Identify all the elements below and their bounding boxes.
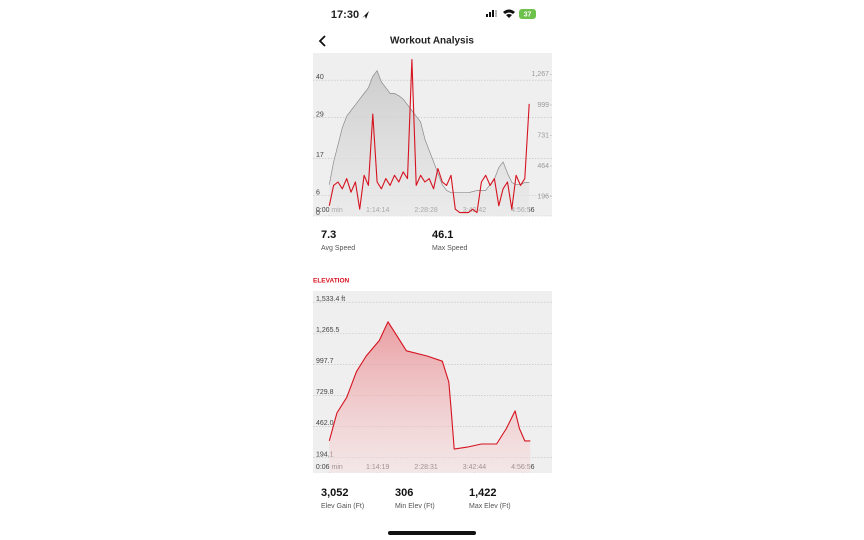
- stat-value: 306: [395, 487, 413, 499]
- line: [328, 70, 530, 194]
- y-tick-label: 0: [316, 210, 320, 217]
- battery-level: 37: [524, 11, 532, 18]
- y-tick-label: 29: [316, 111, 324, 118]
- signal-icon: [486, 10, 497, 17]
- stat-value: 3,052: [321, 487, 349, 499]
- y-tick-label: 17: [316, 152, 324, 159]
- y2-tick-label: 999: [537, 102, 549, 109]
- line: [328, 321, 531, 450]
- stat-value: 46.1: [432, 229, 453, 241]
- stat-value: 7.3: [321, 229, 336, 241]
- area: [329, 321, 531, 473]
- y-tick-label: 194.1: [316, 451, 334, 458]
- page-title: Workout Analysis: [390, 36, 474, 47]
- stat-value: 1,422: [469, 487, 497, 499]
- y-tick-label: 40: [316, 74, 324, 81]
- location-icon: [362, 11, 369, 19]
- y2-tick-label: 1,267: [531, 71, 549, 78]
- stat-label: Elev Gain (Ft): [321, 503, 364, 510]
- y-tick-label: 1,533.4 ft: [316, 296, 345, 303]
- elevation-title: ELEVATION: [313, 278, 350, 285]
- y-tick-label: 729.8: [316, 389, 334, 396]
- wifi-icon: [503, 9, 515, 18]
- y2-tick-label: 464: [537, 163, 549, 170]
- back-button[interactable]: [318, 35, 326, 47]
- stat-label: Max Speed: [432, 245, 468, 252]
- line: [328, 58, 530, 214]
- y-tick-label: 6: [316, 189, 320, 196]
- home-indicator: [388, 531, 476, 535]
- area: [329, 70, 530, 216]
- y-tick-label: 997.7: [316, 358, 334, 365]
- y-tick-label: 462.0: [316, 420, 334, 427]
- y2-tick-label: 196: [537, 193, 549, 200]
- y2-tick-label: 731: [537, 132, 549, 139]
- stat-label: Avg Speed: [321, 245, 355, 252]
- status-time: 17:30: [331, 9, 359, 21]
- battery-icon: [519, 9, 536, 19]
- y-tick-label: 1,265.5: [316, 327, 339, 334]
- stat-label: Max Elev (Ft): [469, 503, 511, 510]
- stat-label: Min Elev (Ft): [395, 503, 435, 510]
